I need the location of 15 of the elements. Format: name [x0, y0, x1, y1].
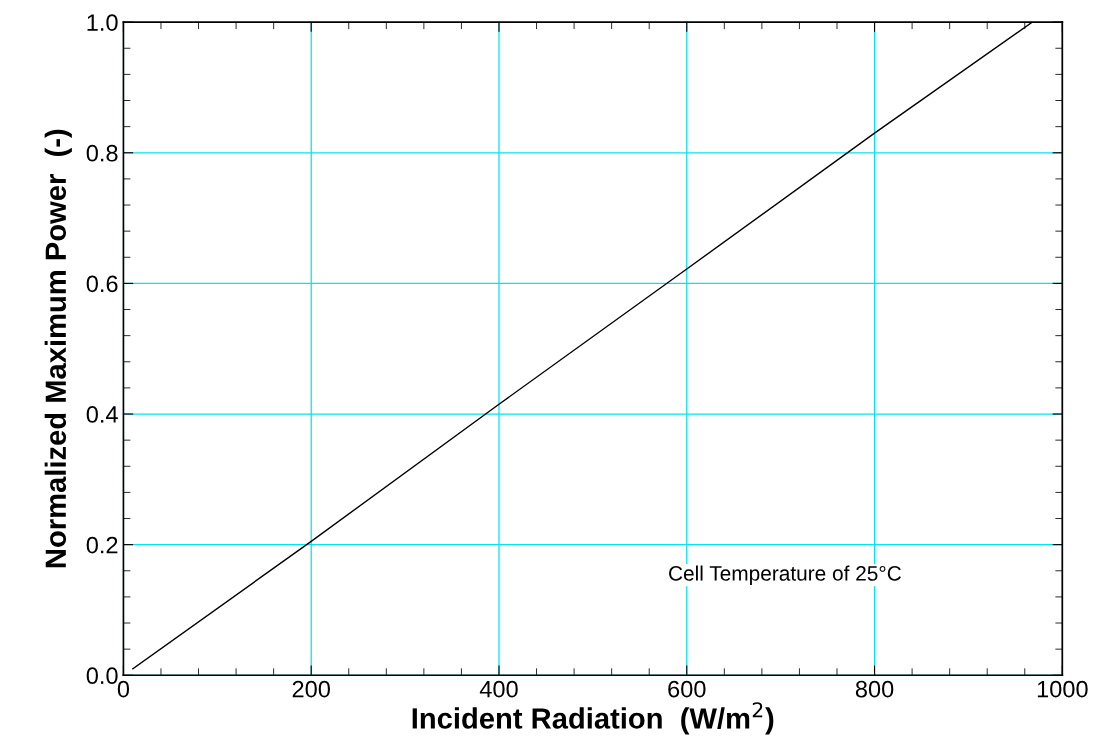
y-tick-label: 0.0 [86, 667, 118, 685]
x-tick-label: 800 [855, 680, 894, 698]
x-tick-label: 400 [479, 680, 518, 698]
x-tick-label: 1000 [1037, 680, 1088, 698]
x-tick-label: 200 [292, 680, 330, 698]
y-tick-label: 0.6 [86, 275, 118, 293]
y-tick-label: 0.8 [86, 144, 118, 162]
annotation: Cell Temperature of 25°C [669, 565, 901, 585]
y-tick-label: 0.2 [86, 536, 118, 554]
x-tick-label: 600 [668, 680, 706, 698]
y-axis-title: Normalized Maximum Power (-) [44, 129, 72, 568]
y-tick-label: 0.4 [86, 406, 118, 423]
x-tick-label: 0 [117, 680, 130, 698]
x-axis-title: Incident Radiation (W/m$^{2}$) [412, 702, 774, 735]
y-tick-label: 1.0 [87, 14, 118, 31]
